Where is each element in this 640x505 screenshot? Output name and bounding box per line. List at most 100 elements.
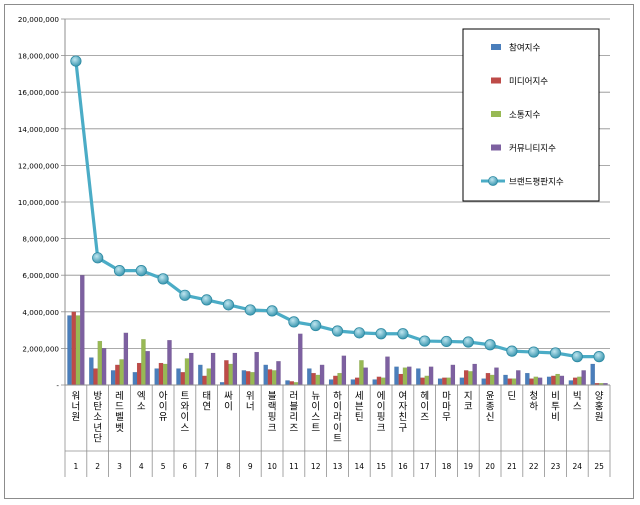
bar (416, 368, 421, 386)
x-rank-label: 10 (267, 462, 277, 471)
chart-frame: - 2,000,000 4,000,000 6,000,000 8,000,000 10,… (4, 4, 634, 499)
bar (511, 378, 517, 386)
bar (533, 376, 539, 386)
bar (132, 372, 138, 386)
bar (359, 360, 364, 386)
bar (141, 339, 146, 386)
line-point (506, 345, 518, 357)
y-tick-label: 20,000,000 (18, 15, 60, 24)
line-point (375, 328, 387, 340)
bar (442, 377, 447, 386)
bar-series (67, 275, 608, 386)
bar (337, 372, 342, 386)
bar (559, 375, 565, 386)
legend-swatch (491, 44, 501, 50)
bar (385, 356, 390, 386)
bar (206, 368, 212, 386)
bar (254, 351, 259, 386)
bar (250, 372, 255, 386)
bar (503, 374, 508, 386)
bar (529, 378, 534, 386)
line-point (549, 347, 562, 359)
axes (61, 18, 611, 477)
bar (271, 370, 277, 386)
bar (136, 362, 142, 386)
bar (468, 371, 473, 386)
bar (450, 364, 456, 386)
line-point (288, 316, 300, 328)
bar (420, 377, 425, 386)
bar (241, 370, 247, 386)
x-rank-label: 1 (74, 462, 79, 471)
x-rank-label: 8 (226, 462, 231, 471)
line-point (484, 339, 496, 351)
line-point (440, 335, 453, 348)
bar (376, 376, 382, 386)
bar (210, 352, 216, 386)
y-tick-label: 6,000,000 (22, 271, 59, 280)
bar (315, 374, 321, 386)
legend-label: 소통지수 (509, 111, 540, 121)
y-tick-label: 8,000,000 (22, 235, 59, 244)
bar (428, 366, 434, 386)
bar (276, 361, 281, 386)
line-point (593, 351, 605, 363)
bar (577, 376, 582, 386)
bar (75, 315, 81, 386)
legend-label: 커뮤니티지수 (509, 143, 556, 154)
x-rank-label: 20 (485, 462, 495, 471)
line-point (528, 346, 540, 358)
bar (407, 366, 412, 386)
bar (145, 350, 150, 386)
x-rank-label: 15 (376, 462, 386, 471)
bar (489, 374, 495, 386)
bar (319, 364, 325, 386)
bar (80, 275, 85, 386)
legend-box (462, 28, 600, 202)
bar (590, 363, 595, 386)
x-rank-label: 12 (311, 462, 321, 471)
bar (123, 332, 129, 386)
line-point (222, 299, 235, 311)
bar (472, 363, 477, 386)
line-point (201, 294, 213, 306)
bar (189, 352, 194, 386)
legend-label: 브랜드평판지수 (509, 177, 564, 188)
bar (224, 360, 229, 386)
chart-svg: - 2,000,000 4,000,000 6,000,000 8,000,000 10,… (18, 15, 611, 477)
bar (101, 348, 107, 386)
x-rank-label: 14 (355, 462, 365, 471)
line-point (462, 336, 474, 348)
bar (481, 378, 486, 386)
bar (516, 370, 521, 386)
y-tick-label: 4,000,000 (22, 308, 59, 317)
line-point (70, 55, 82, 67)
bar (459, 377, 465, 386)
x-rank-label: 22 (529, 462, 539, 471)
bar (298, 333, 303, 386)
bar (581, 370, 586, 386)
bar (89, 357, 94, 386)
bar (341, 355, 347, 386)
line-point (331, 325, 344, 337)
bar (154, 368, 159, 386)
bar (180, 372, 186, 386)
legend-swatch (491, 111, 501, 117)
bar (311, 372, 316, 386)
bar (463, 370, 469, 386)
line-point (353, 327, 365, 339)
line-point (92, 252, 104, 264)
bar (485, 372, 491, 386)
